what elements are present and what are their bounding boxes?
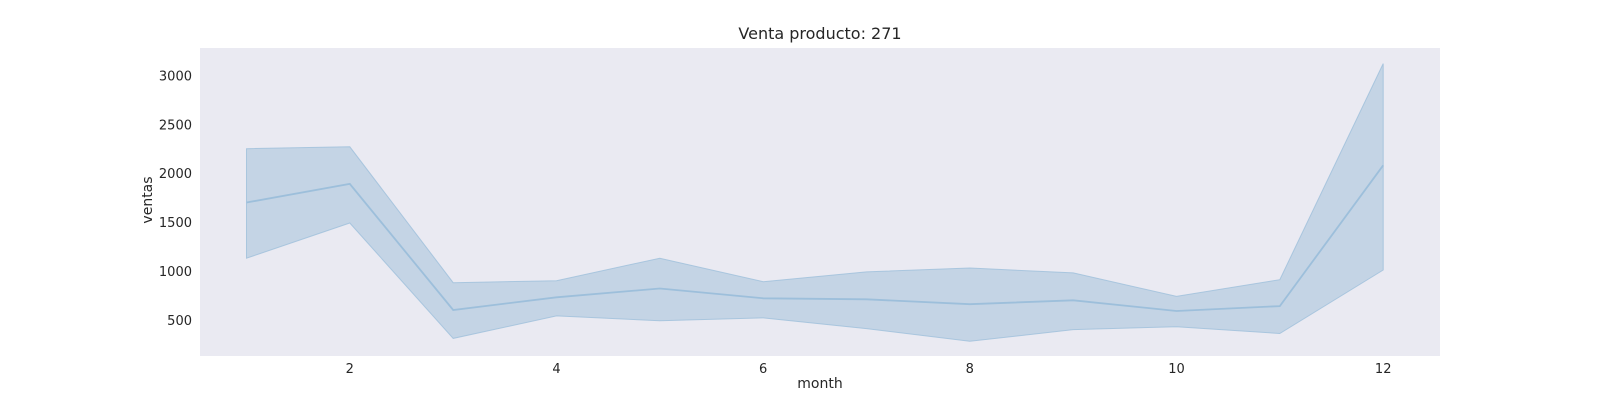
data-point [1175, 310, 1178, 313]
x-tick-label: 12 [1375, 362, 1392, 377]
y-tick-label: 3000 [159, 69, 192, 84]
data-point [245, 201, 248, 204]
y-axis-label: ventas [140, 176, 156, 223]
y-axis-ticks: 500 1000 1500 2000 2500 3000 [159, 69, 192, 328]
data-point [555, 296, 558, 299]
series-line [246, 164, 1384, 312]
x-tick-label: 10 [1168, 362, 1185, 377]
x-tick-label: 8 [966, 362, 974, 377]
data-point [1072, 299, 1075, 302]
x-tick-label: 4 [552, 362, 560, 377]
data-point [865, 298, 868, 301]
y-tick-label: 2500 [159, 118, 192, 133]
chart-title: Venta producto: 271 [738, 24, 901, 43]
y-tick-label: 500 [167, 314, 192, 329]
data-point [452, 309, 455, 312]
confidence-band-layer [246, 63, 1384, 342]
x-tick-label: 6 [759, 362, 767, 377]
x-axis-ticks: 2 4 6 8 10 12 [346, 362, 1392, 377]
y-tick-label: 1000 [159, 265, 192, 280]
data-point [762, 297, 765, 300]
data-point [968, 303, 971, 306]
y-tick-label: 1500 [159, 216, 192, 231]
y-tick-label: 2000 [159, 167, 192, 182]
data-point [348, 182, 351, 185]
x-axis-label: month [797, 376, 842, 392]
confidence-band [246, 63, 1384, 342]
data-point [1278, 305, 1281, 308]
data-point [1382, 164, 1385, 167]
x-tick-label: 2 [346, 362, 354, 377]
series-line-layer [245, 164, 1385, 313]
data-point [658, 287, 661, 290]
